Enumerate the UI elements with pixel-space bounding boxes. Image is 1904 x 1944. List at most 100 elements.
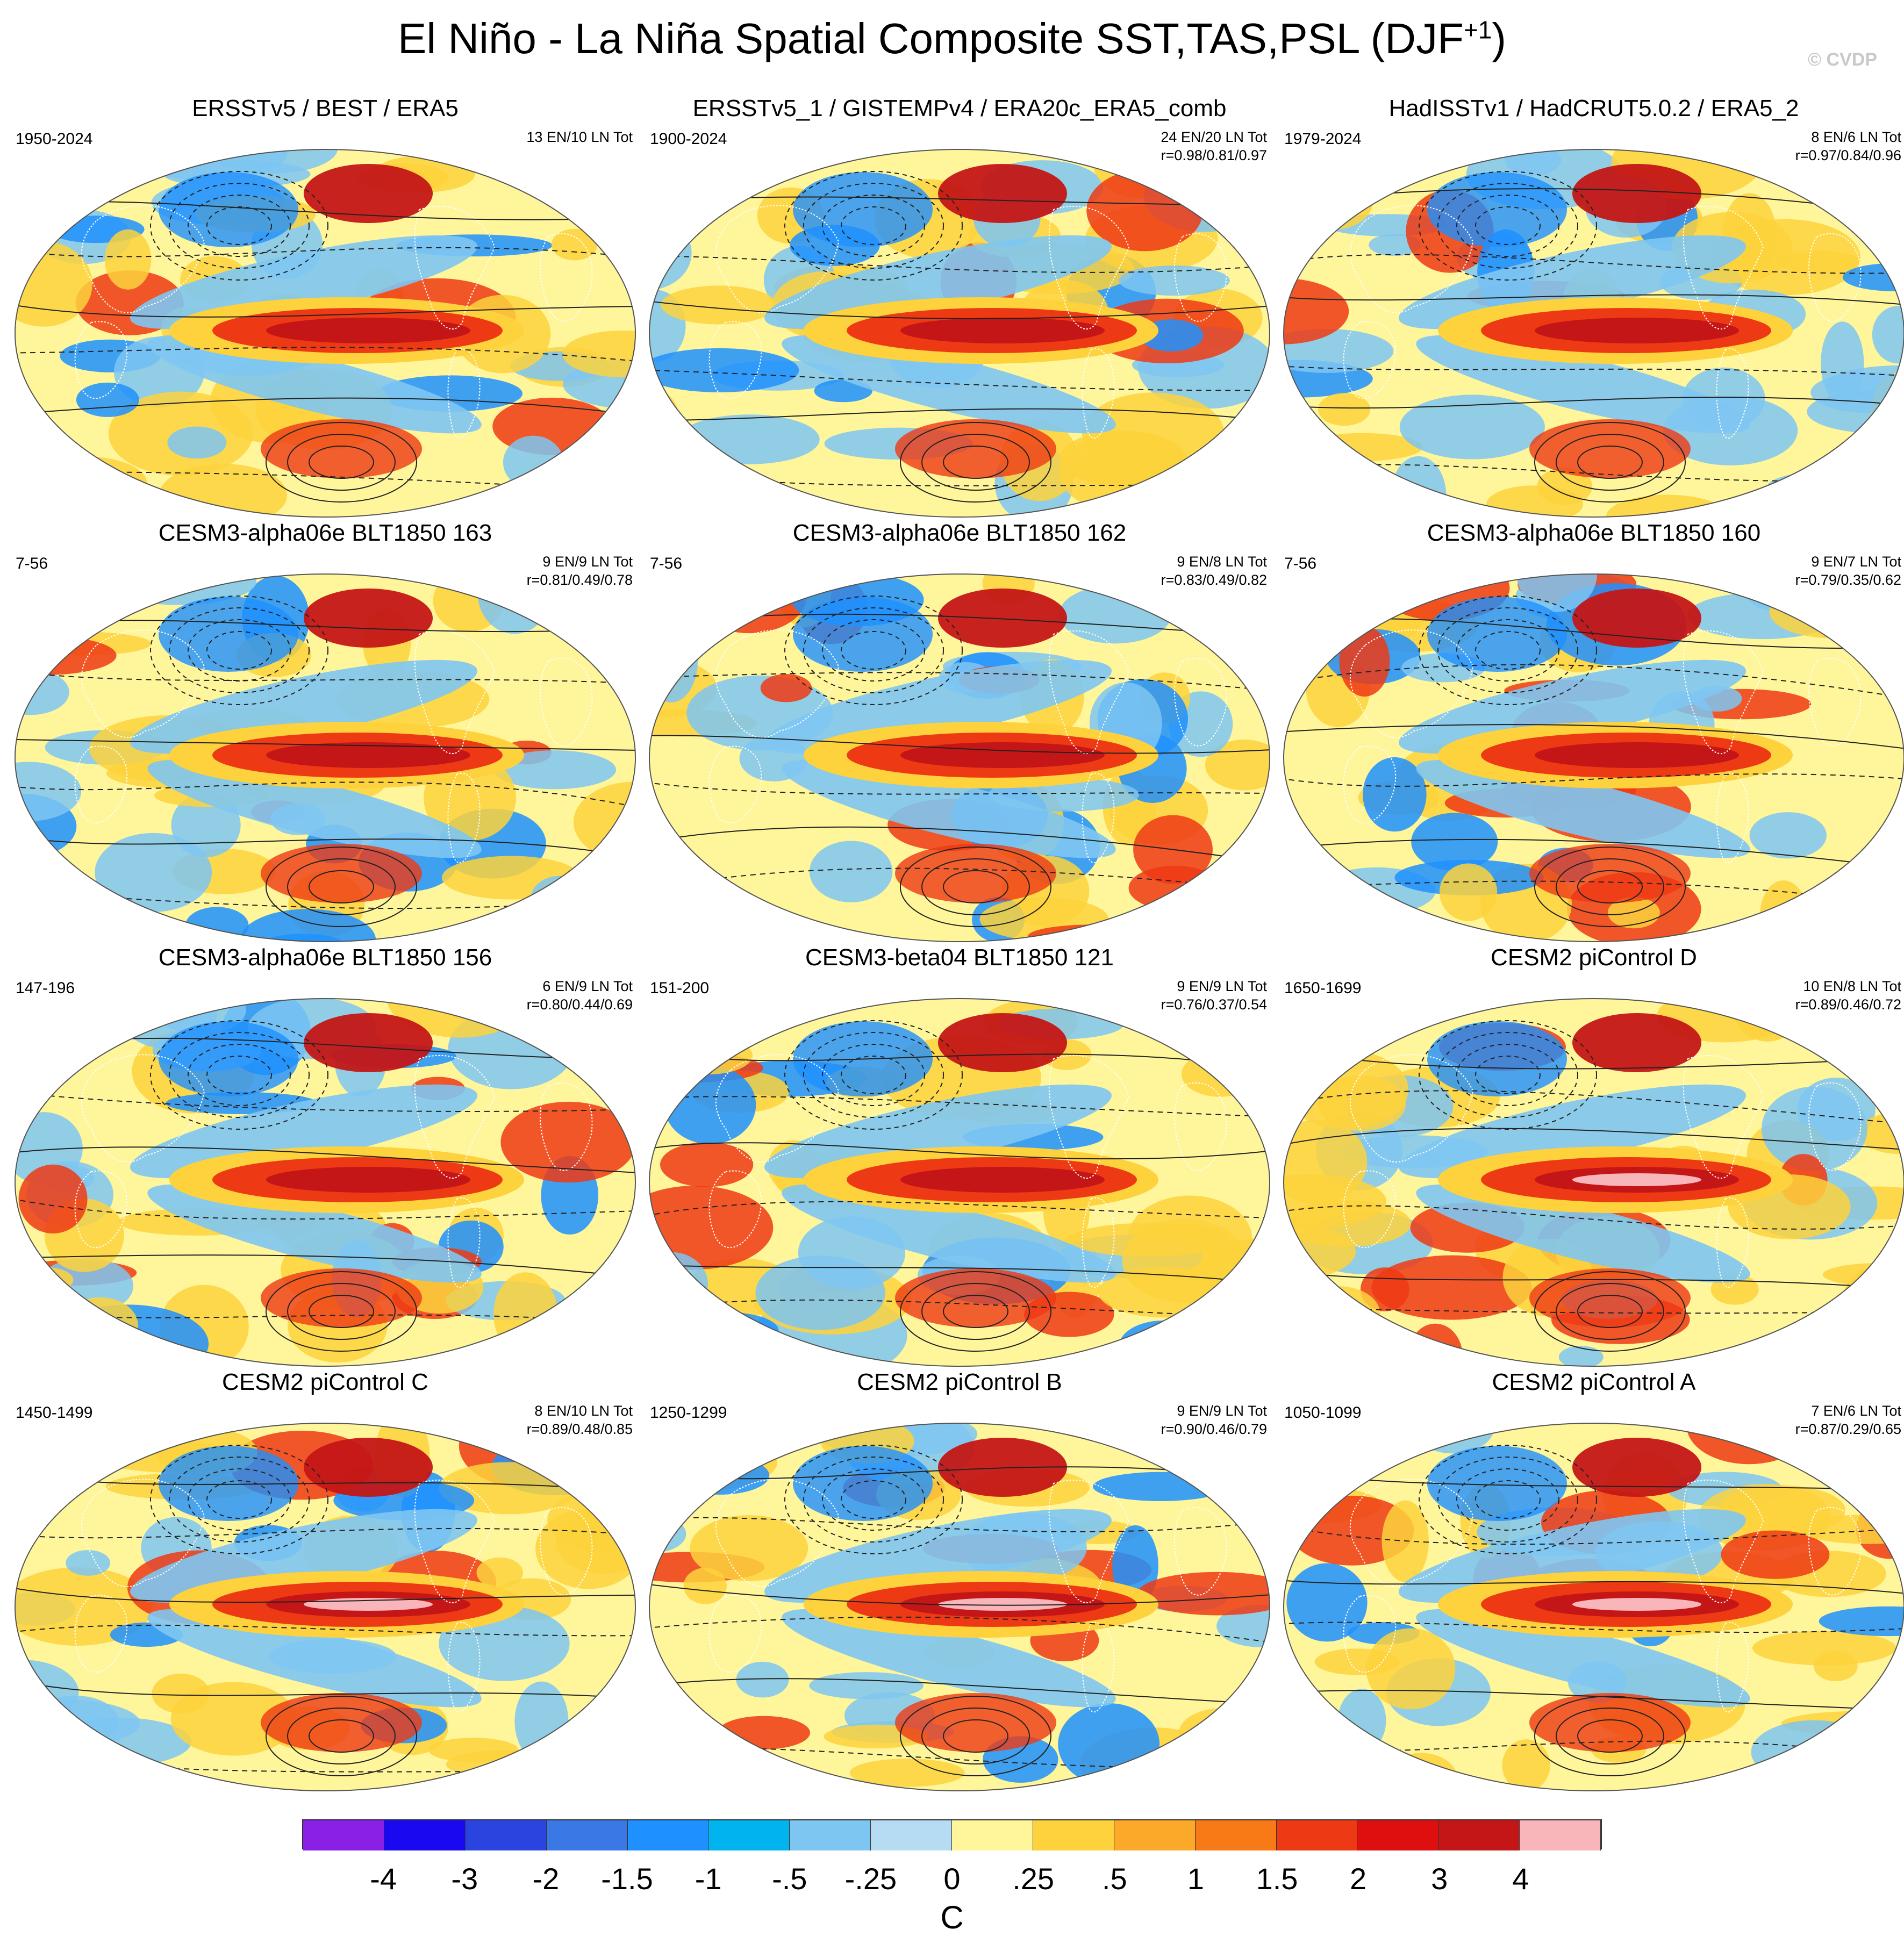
aleutian-low-contour [1475, 1056, 1541, 1094]
south-pacific-high-contour [309, 446, 374, 479]
north-pacific-cool-band [1399, 1509, 1746, 1603]
continent-outline [1174, 658, 1227, 747]
anomaly-patch [1284, 574, 1350, 635]
map-border [1283, 1423, 1904, 1791]
anomaly-patch [1749, 812, 1827, 859]
continent-outline [1808, 233, 1862, 322]
map-panel: CESM2 piControl D 1650-1699 10 EN/8 LN Tot… [1277, 946, 1904, 1371]
south-pacific-high-contour [287, 858, 396, 915]
psl-contour [15, 835, 635, 858]
south-pacific-high-contour [1534, 847, 1686, 927]
panel-years: 7-56 [16, 555, 48, 572]
enso-tongue-inner [900, 318, 1105, 343]
anomaly-patch [531, 876, 590, 922]
north-america-warm-anomaly [938, 164, 1067, 223]
composite-map [649, 1423, 1270, 1791]
anomaly-patch [185, 907, 249, 942]
panel-correlations: r=0.89/0.48/0.85 [526, 1421, 633, 1437]
continent-outline [1716, 1197, 1749, 1288]
panel-title: HadISSTv1 / HadCRUT5.0.2 / ERA5_2 [1388, 95, 1799, 121]
south-pacific-high-contour [309, 1295, 374, 1328]
south-pacific-high-contour [1556, 434, 1664, 491]
anomaly-patch [664, 1036, 753, 1075]
anomaly-patch [1197, 1423, 1270, 1447]
colorbar-swatch [1357, 1820, 1439, 1850]
anomaly-patch [1137, 1572, 1270, 1616]
panel-correlations: r=0.83/0.49/0.82 [1161, 572, 1267, 588]
aleutian-low-contour [1475, 631, 1541, 670]
aleutian-low-contour [841, 1056, 906, 1094]
colorbar-tick-label: 1.5 [1256, 1862, 1298, 1896]
anomaly-patch [240, 909, 376, 942]
anomaly-patch [1181, 1051, 1258, 1097]
anomaly-patch [1399, 394, 1545, 460]
anomaly-patch [70, 497, 166, 517]
panel-title: CESM2 piControl A [1492, 1369, 1696, 1395]
map-panel: CESM3-alpha06e BLT1850 156 147-196 6 EN/9 … [8, 946, 642, 1371]
aleutian-low-contour [803, 1457, 944, 1543]
map-panel: CESM3-alpha06e BLT1850 160 7-56 9 EN/7 LN … [1277, 521, 1904, 946]
map-border [1283, 573, 1904, 942]
north-america-warm-anomaly [938, 589, 1067, 648]
anomaly-patch [15, 1567, 153, 1646]
colorbar-swatch [1276, 1820, 1358, 1850]
south-pacific-high-contour [266, 422, 417, 503]
aleutian-low-contour [1437, 183, 1578, 269]
anomaly-patch [736, 1661, 789, 1698]
anomaly-patch [1295, 1286, 1380, 1340]
anomaly-patch [1318, 393, 1371, 426]
panel-title: CESM3-beta04 BLT1850 121 [805, 944, 1114, 971]
psl-contour [1284, 1580, 1904, 1595]
anomaly-patch [1098, 1266, 1234, 1318]
anomaly-patch [1086, 169, 1204, 252]
anomaly-patch [1751, 1720, 1878, 1784]
anomaly-patch [1284, 1423, 1322, 1443]
psl-contour [649, 826, 1270, 864]
south-pacific-high-contour [309, 870, 374, 903]
south-pacific-high-contour [266, 1696, 417, 1776]
aleutian-low-contour [169, 1457, 310, 1543]
anomaly-patch [493, 1272, 558, 1356]
south-pacific-cool-band [1416, 1609, 1750, 1708]
panel-correlations: r=0.97/0.84/0.96 [1795, 147, 1901, 163]
continent-outline [1082, 348, 1115, 439]
south-pacific-cool-band [782, 1609, 1116, 1708]
north-pacific-cold-center [159, 1446, 298, 1521]
anomaly-patch [446, 1750, 566, 1778]
psl-contour [649, 735, 1270, 754]
continent-outline [1048, 630, 1130, 755]
panel-event-counts: 13 EN/10 LN Tot [526, 129, 633, 145]
enso-tongue-core [938, 1598, 1067, 1611]
anomaly-patch [1321, 1002, 1387, 1024]
aleutian-low-contour [841, 631, 906, 670]
aleutian-low-contour [841, 1480, 906, 1519]
psl-contour [1284, 724, 1904, 750]
composite-map [15, 998, 636, 1367]
anomaly-patch [1284, 1340, 1315, 1366]
south-pacific-warm-anomaly [895, 844, 1056, 903]
south-pacific-warm-anomaly [1529, 419, 1691, 478]
anomaly-patch [493, 750, 617, 790]
panel-title: CESM2 piControl D [1491, 944, 1697, 971]
anomaly-patch [1366, 1628, 1456, 1710]
panel-correlations: r=0.79/0.35/0.62 [1795, 572, 1901, 588]
enso-tongue-inner [266, 1167, 470, 1193]
panel-correlations: r=0.98/0.81/0.97 [1161, 147, 1267, 163]
anomaly-patch [1216, 1604, 1270, 1647]
aleutian-low-contour [150, 1020, 328, 1130]
psl-contour [1284, 1128, 1904, 1151]
continent-outline [1174, 1507, 1227, 1596]
anomaly-patch [1722, 193, 1777, 277]
aleutian-low-contour [822, 195, 925, 257]
anomaly-patch [62, 1297, 138, 1354]
colorbar-tick-label: 2 [1350, 1862, 1367, 1896]
anomaly-patch [1769, 585, 1890, 639]
colorbar-swatch [1520, 1820, 1601, 1850]
colorbar-tick-label: -.25 [844, 1862, 897, 1896]
continent-outline [1683, 1055, 1764, 1179]
continent-outline [414, 630, 496, 755]
psl-contour [15, 1587, 635, 1603]
south-pacific-high-contour [1577, 870, 1643, 903]
south-pacific-high-contour [900, 1696, 1051, 1776]
south-pacific-cool-band [147, 759, 482, 858]
